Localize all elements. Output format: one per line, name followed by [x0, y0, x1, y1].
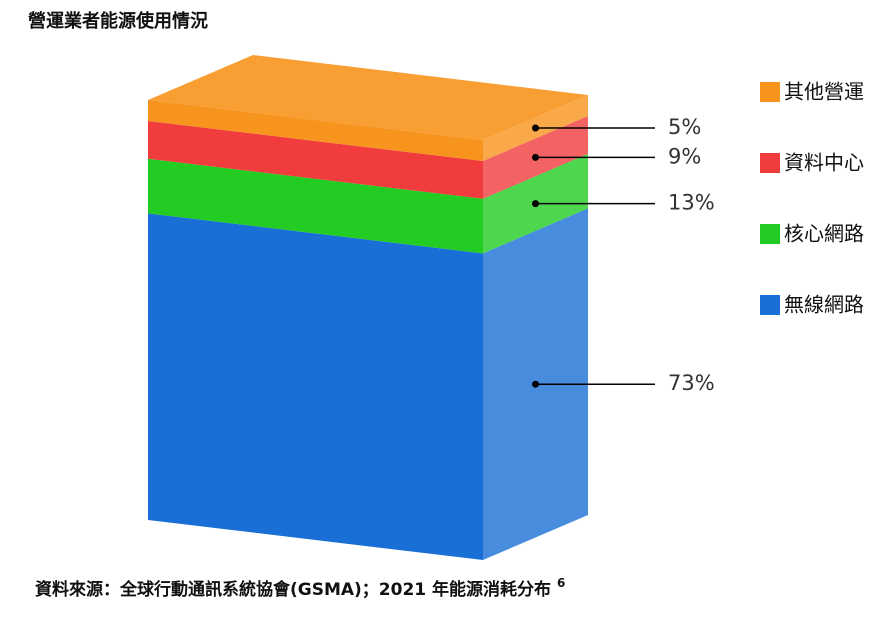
chart-title: 營運業者能源使用情況	[28, 10, 208, 32]
value-label: 13%	[668, 191, 715, 215]
legend-label: 其他營運	[784, 80, 864, 104]
footnote-mark: 6	[557, 576, 565, 590]
legend-swatch	[760, 153, 780, 173]
legend-swatch	[760, 82, 780, 102]
value-label: 9%	[668, 144, 701, 168]
legend-label: 無線網路	[784, 293, 864, 317]
legend-label: 核心網路	[784, 222, 864, 246]
legend-swatch	[760, 224, 780, 244]
layer-front	[148, 158, 483, 254]
legend-label: 資料中心	[784, 151, 864, 175]
layer-top	[148, 55, 588, 140]
value-label: 73%	[668, 371, 715, 395]
source-note: 資料來源：全球行動通訊系統協會(GSMA)；2021 年能源消耗分布 6	[35, 576, 565, 601]
layer-front	[148, 100, 483, 161]
layer-front	[148, 213, 483, 560]
source-text: 資料來源：全球行動通訊系統協會(GSMA)；2021 年能源消耗分布	[35, 579, 551, 600]
value-label: 5%	[668, 115, 701, 139]
layer-front	[148, 121, 483, 199]
legend-swatch	[760, 295, 780, 315]
